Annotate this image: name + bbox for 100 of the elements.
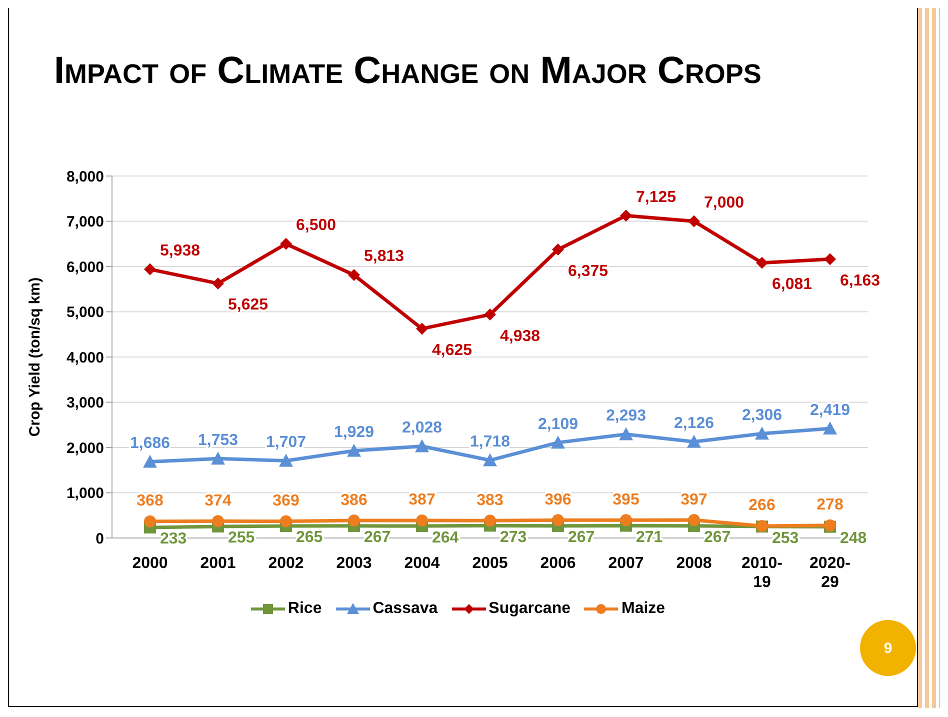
legend-label: Rice bbox=[286, 600, 322, 618]
point bbox=[756, 256, 768, 269]
data-label: 233 bbox=[160, 530, 187, 548]
point bbox=[280, 515, 292, 528]
data-label: 267 bbox=[364, 529, 391, 546]
y-tick-label: 2,000 bbox=[66, 440, 104, 457]
y-tick-label: 8,000 bbox=[66, 168, 104, 186]
data-label: 265 bbox=[296, 529, 323, 546]
point bbox=[416, 322, 428, 335]
data-label: 383 bbox=[476, 492, 504, 509]
chart-title: Impact of Climate Change on Major Crops bbox=[54, 50, 762, 93]
data-label: 1,753 bbox=[198, 432, 238, 449]
point bbox=[620, 210, 632, 222]
data-label: 267 bbox=[568, 529, 595, 546]
x-tick-label: 2003 bbox=[336, 555, 372, 572]
point bbox=[688, 514, 700, 526]
point bbox=[279, 454, 293, 467]
point bbox=[143, 454, 157, 468]
point bbox=[620, 514, 632, 526]
data-label: 248 bbox=[840, 530, 867, 548]
data-label: 397 bbox=[680, 491, 708, 508]
data-label: 374 bbox=[204, 492, 232, 510]
data-label: 2,293 bbox=[606, 407, 646, 424]
text: 9 bbox=[860, 620, 916, 676]
data-label: 271 bbox=[636, 528, 663, 546]
point bbox=[212, 277, 224, 290]
x-tick-label: 2004 bbox=[404, 555, 440, 572]
point bbox=[415, 439, 429, 452]
data-label: 2,126 bbox=[674, 415, 714, 432]
legend-label: Cassava bbox=[372, 600, 438, 618]
x-tick-label: 2001 bbox=[200, 555, 236, 572]
data-label: 7,125 bbox=[636, 188, 676, 206]
data-label: 2,419 bbox=[810, 402, 850, 419]
x-tick-label: 2002 bbox=[268, 555, 304, 572]
data-label: 395 bbox=[612, 491, 640, 508]
data-label: 253 bbox=[772, 530, 799, 547]
x-tick-label: 2000 bbox=[132, 555, 168, 572]
point bbox=[212, 515, 224, 528]
data-label: 369 bbox=[272, 492, 300, 510]
point bbox=[144, 263, 156, 276]
y-tick-label: 7,000 bbox=[66, 214, 104, 231]
data-label: 6,500 bbox=[296, 217, 336, 234]
point bbox=[347, 444, 361, 457]
point bbox=[619, 427, 633, 440]
data-label: 255 bbox=[228, 530, 255, 547]
data-label: 5,625 bbox=[228, 296, 268, 314]
point bbox=[416, 514, 428, 526]
data-label: 368 bbox=[136, 492, 164, 510]
data-label: 387 bbox=[408, 492, 436, 509]
data-label: 2,109 bbox=[538, 416, 578, 433]
data-label: 1,718 bbox=[470, 433, 510, 450]
point bbox=[552, 514, 564, 526]
data-label: 278 bbox=[816, 496, 844, 514]
data-label: 5,938 bbox=[160, 242, 200, 260]
point bbox=[687, 434, 701, 448]
point bbox=[823, 422, 837, 435]
point bbox=[552, 244, 564, 256]
data-label: 264 bbox=[432, 529, 459, 546]
point bbox=[551, 436, 565, 449]
x-tick-label: 2005 bbox=[472, 555, 508, 572]
data-label: 1,707 bbox=[266, 434, 306, 451]
x-tick-label: 2008 bbox=[676, 555, 712, 572]
data-label: 6,081 bbox=[772, 276, 812, 294]
point bbox=[144, 515, 156, 528]
data-label: 386 bbox=[340, 492, 368, 509]
y-tick-label: 3,000 bbox=[66, 394, 104, 412]
legend-label: Sugarcane bbox=[488, 600, 570, 618]
data-label: 1,686 bbox=[130, 434, 170, 452]
data-label: 4,625 bbox=[432, 342, 472, 359]
point bbox=[348, 514, 360, 527]
data-label: 2,306 bbox=[742, 406, 782, 424]
data-label: 7,000 bbox=[704, 194, 744, 212]
point bbox=[755, 426, 769, 440]
point bbox=[348, 268, 360, 281]
point bbox=[688, 215, 700, 228]
x-tick-label: 2006 bbox=[540, 555, 576, 572]
point bbox=[824, 253, 836, 266]
point bbox=[484, 308, 496, 321]
data-label: 273 bbox=[500, 528, 527, 546]
y-tick-label: 4,000 bbox=[66, 349, 104, 366]
data-label: 266 bbox=[748, 497, 776, 514]
y-tick-label: 6,000 bbox=[66, 258, 104, 276]
legend-label: Maize bbox=[620, 600, 666, 618]
point bbox=[280, 238, 292, 250]
x-tick-label: 2010-19 bbox=[742, 555, 782, 591]
point bbox=[483, 453, 497, 466]
data-label: 4,938 bbox=[500, 328, 540, 345]
data-label: 6,375 bbox=[568, 262, 608, 280]
y-axis-title: Crop Yield (ton/sq km) bbox=[26, 277, 44, 437]
point bbox=[484, 514, 496, 527]
y-tick-label: 0 bbox=[96, 530, 104, 548]
data-label: 1,929 bbox=[334, 424, 374, 441]
data-label: 267 bbox=[704, 529, 731, 546]
y-tick-label: 1,000 bbox=[66, 485, 104, 502]
data-label: 5,813 bbox=[364, 248, 404, 266]
data-label: 6,163 bbox=[840, 272, 880, 290]
point bbox=[211, 452, 225, 465]
x-tick-label: 2007 bbox=[608, 555, 644, 572]
x-tick-label: 2020-29 bbox=[810, 555, 850, 591]
y-tick-label: 5,000 bbox=[66, 304, 104, 322]
